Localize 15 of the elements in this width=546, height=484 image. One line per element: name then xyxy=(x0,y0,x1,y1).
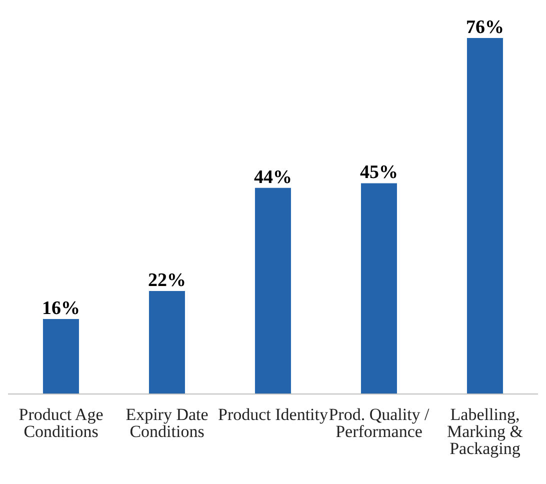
data-label: 45% xyxy=(360,162,398,184)
bar xyxy=(360,183,397,394)
bar xyxy=(254,188,291,394)
bar xyxy=(148,290,185,394)
x-tick-label: Prod. Quality / Performance xyxy=(328,405,430,442)
data-label: 22% xyxy=(148,270,186,291)
data-label: 16% xyxy=(42,298,80,320)
bar xyxy=(42,319,79,394)
x-tick-label: Expiry Date Conditions xyxy=(126,405,208,442)
x-tick-label: Product Identity xyxy=(218,405,328,424)
x-tick-label: Labelling, Marking & Packaging xyxy=(446,405,524,458)
data-label: 44% xyxy=(254,166,292,188)
bar xyxy=(466,38,503,394)
data-label: 76% xyxy=(466,17,504,38)
x-tick-label: Product Age Conditions xyxy=(18,405,104,442)
